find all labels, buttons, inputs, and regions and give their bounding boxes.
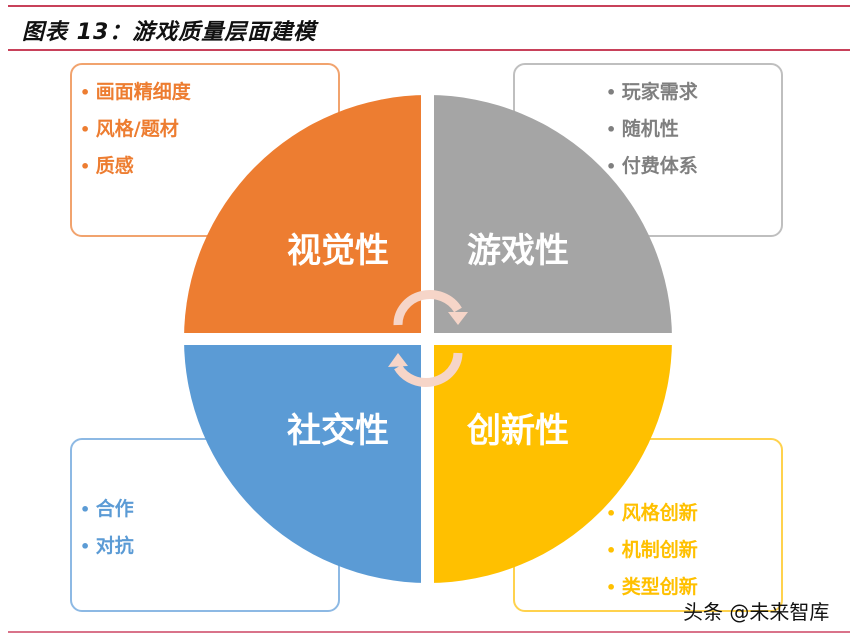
list-item: 对抗 — [80, 528, 134, 565]
quadrant-label-innovation: 创新性 — [466, 411, 569, 451]
quadrant-gameplay — [428, 95, 672, 339]
arrow-head — [388, 353, 408, 367]
cycle-arrows-icon — [393, 290, 463, 387]
list-item: 质感 — [80, 148, 191, 185]
quadrant-label-gameplay: 游戏性 — [467, 231, 569, 271]
list-item: 类型创新 — [606, 569, 698, 606]
title-rule — [8, 49, 850, 51]
arrow-head — [448, 312, 468, 325]
list-item: 玩家需求 — [606, 74, 698, 111]
quadrant-social — [184, 339, 428, 583]
gameplay-list: 玩家需求 随机性 付费体系 — [606, 74, 698, 185]
list-item: 随机性 — [606, 111, 698, 148]
list-item: 机制创新 — [606, 532, 698, 569]
social-list: 合作 对抗 — [80, 491, 134, 565]
quadrant-visual — [184, 95, 428, 339]
top-rule — [8, 5, 850, 7]
list-item: 付费体系 — [606, 148, 698, 185]
quadrant-label-visual: 视觉性 — [287, 231, 389, 271]
visual-list: 画面精细度 风格/题材 质感 — [80, 74, 191, 185]
quadrant-label-social: 社交性 — [287, 411, 389, 451]
list-item: 画面精细度 — [80, 74, 191, 111]
bottom-rule — [8, 631, 850, 633]
innovation-list: 风格创新 机制创新 类型创新 — [606, 495, 698, 606]
list-item: 合作 — [80, 491, 134, 528]
watermark: 头条 @未来智库 — [683, 600, 830, 624]
quadrant-innovation — [428, 339, 672, 583]
figure-title: 图表 13：游戏质量层面建模 — [22, 20, 317, 45]
list-item: 风格/题材 — [80, 111, 191, 148]
list-item: 风格创新 — [606, 495, 698, 532]
